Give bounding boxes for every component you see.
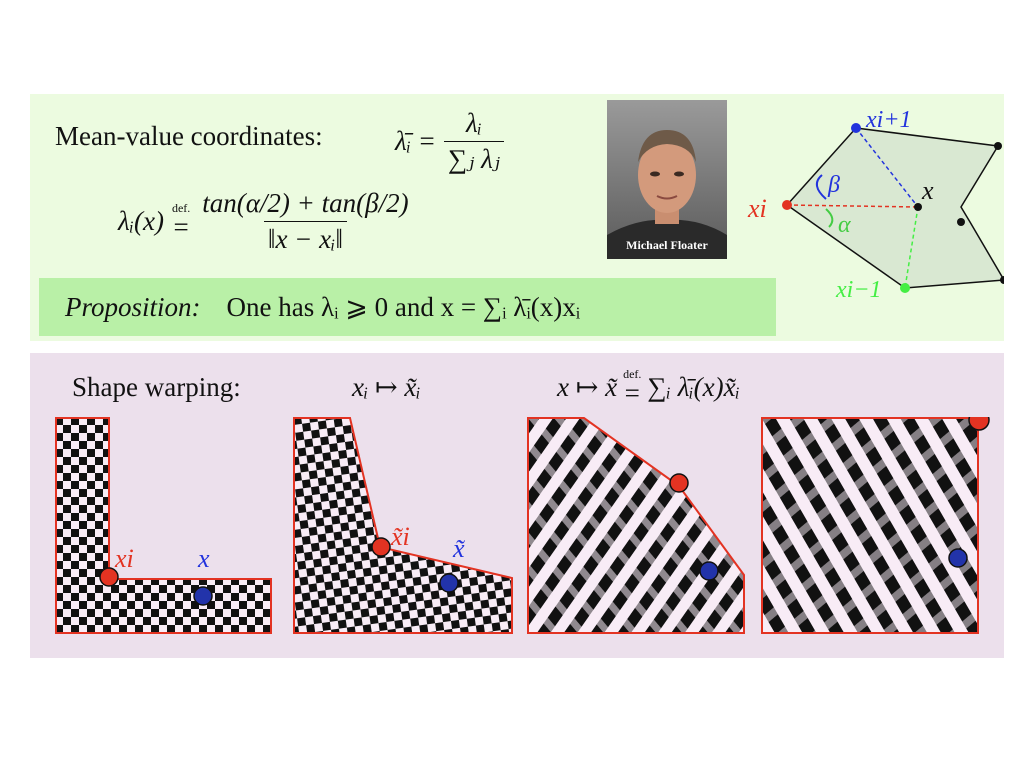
l-checkerboard (56, 418, 271, 633)
equals-sign-2: = (624, 378, 640, 408)
vertex-map: xᵢ ↦ x̃ᵢ (352, 372, 421, 402)
polygon-shape (785, 127, 1004, 289)
equals-sign: = (173, 212, 189, 242)
l-vertex-xi (99, 567, 119, 587)
square-stripes-cross (762, 418, 978, 633)
label-x-next: xi+1 (865, 107, 912, 133)
vertex-prev (900, 283, 910, 293)
def-label: def. (171, 201, 191, 215)
edge-i-dashed (786, 204, 919, 208)
vertex-next (851, 123, 861, 133)
label-x-i: xi (747, 194, 767, 223)
square-point (948, 548, 968, 568)
lambda-bar-fraction: λᵢ ∑ⱼ λⱼ (443, 108, 504, 175)
def-equals-2: def. = (623, 368, 641, 407)
point-map: x ↦ x̃ def. = ∑ᵢ λ̄ᵢ(x)x̃ᵢ (557, 368, 740, 407)
label-alpha: α (838, 212, 851, 238)
proposition-text: One has λᵢ ⩾ 0 and x = ∑ᵢ λ̄ᵢ(x)xᵢ (226, 291, 581, 322)
tan-denominator: ‖x − xᵢ‖ (263, 221, 347, 255)
warped-point-x (439, 573, 459, 593)
beta-arc (815, 174, 827, 200)
vertex-a (994, 142, 1002, 150)
tan-numerator: tan(α/2) + tan(β/2) (202, 188, 409, 218)
def-equals: def. = (172, 202, 190, 241)
warped-vertex-xi (371, 537, 391, 557)
point-map-rhs: ∑ᵢ λ̄ᵢ(x)x̃ᵢ (647, 372, 740, 402)
portrait-image (607, 100, 727, 259)
lambda-definition-equation: λᵢ(x) def. = tan(α/2) + tan(β/2) ‖x − xᵢ… (118, 188, 413, 255)
label-x: x (921, 176, 934, 205)
fraction-denominator: ∑ⱼ λⱼ (443, 141, 504, 175)
figure-warped-l: x̃i x̃ (293, 417, 513, 634)
shape-warping-label: Shape warping: (72, 372, 241, 402)
pentagon-point (699, 561, 719, 581)
warped-outline (293, 417, 513, 634)
lambda-bar-equation: λ̄ᵢ = λᵢ ∑ⱼ λⱼ (395, 108, 504, 175)
warped-label-x: x̃ (452, 534, 466, 563)
proposition-label: Proposition: (65, 291, 201, 322)
figure-warped-pentagon (527, 417, 745, 634)
mean-value-label: Mean-value coordinates: (55, 121, 323, 151)
label-beta: β (827, 172, 840, 198)
square-vertex (968, 417, 990, 431)
lambda-x-lhs: λᵢ(x) (118, 206, 164, 236)
portrait-photo: Michael Floater (607, 100, 727, 259)
vertex-b (957, 218, 965, 226)
pentagon-vertex (669, 473, 689, 493)
lambda-bar-lhs: λ̄ᵢ = (395, 126, 436, 156)
l-point-x (193, 586, 213, 606)
edge-next-dashed (855, 127, 919, 208)
photo-caption: Michael Floater (626, 238, 708, 252)
figure-l-shape: xi x (55, 417, 272, 634)
l-outline (55, 417, 272, 634)
square-outline (761, 417, 979, 634)
l-label-xi: xi (114, 544, 134, 573)
warped-label-xi: x̃i (390, 522, 410, 551)
tan-fraction: tan(α/2) + tan(β/2) ‖x − xᵢ‖ (198, 188, 412, 255)
point-map-lhs: x ↦ x̃ (557, 372, 618, 402)
alpha-arc (825, 208, 834, 228)
def-label-2: def. (623, 367, 642, 381)
vertex-c (1000, 276, 1004, 284)
fraction-numerator: λᵢ (465, 108, 482, 138)
proposition-box: Proposition: One has λᵢ ⩾ 0 and x = ∑ᵢ λ… (39, 278, 776, 336)
label-x-prev: xi−1 (835, 277, 882, 303)
figure-warped-square (761, 417, 990, 634)
polygon-diagram: xi+1 xi−1 xi x β α (747, 107, 1004, 303)
pentagon-stripes-cross (528, 418, 744, 633)
point-x (914, 203, 922, 211)
vertex-i (782, 200, 792, 210)
pentagon-outline (527, 417, 745, 634)
l-label-x: x (197, 544, 210, 573)
